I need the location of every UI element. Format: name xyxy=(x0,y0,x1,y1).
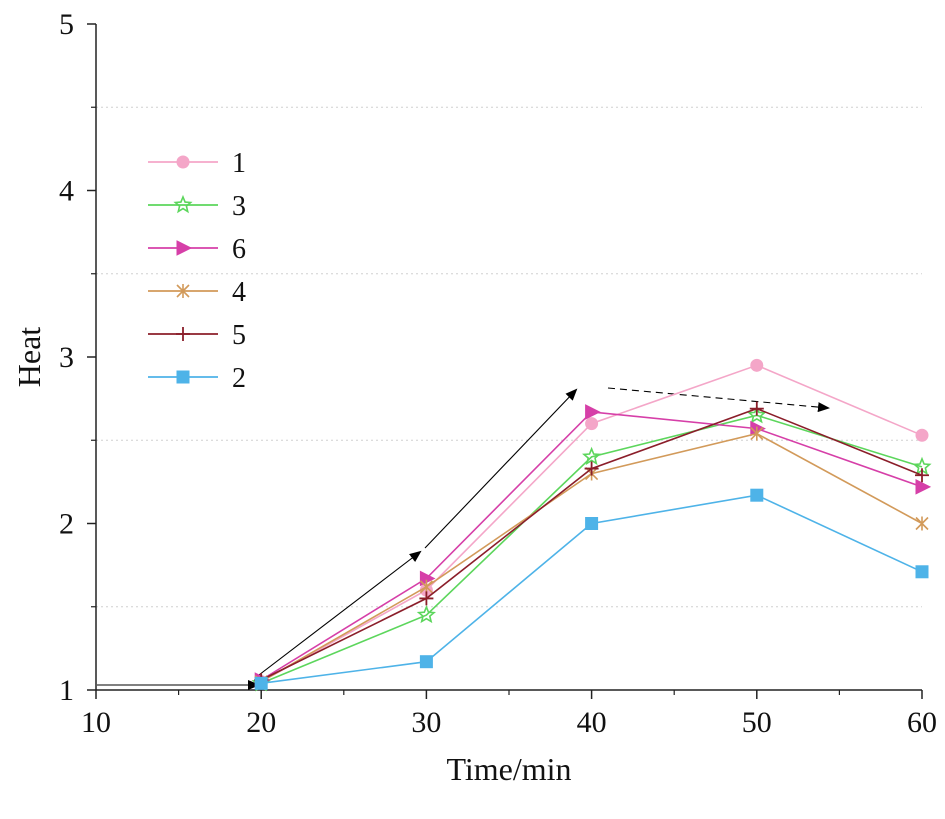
x-tick-label: 40 xyxy=(577,706,607,739)
trend-arrow xyxy=(254,550,422,679)
trend-arrow xyxy=(607,387,830,413)
data-point xyxy=(584,461,599,476)
trend-arrows xyxy=(97,387,830,690)
data-point xyxy=(915,479,932,495)
series-3 xyxy=(251,405,932,692)
legend-marker xyxy=(176,240,193,256)
legend-entry: 2 xyxy=(148,363,246,394)
data-point xyxy=(416,604,436,624)
data-point xyxy=(915,428,929,442)
x-axis-title: Time/min xyxy=(446,751,571,787)
data-point xyxy=(750,426,764,441)
data-point xyxy=(915,516,929,531)
y-tick-label: 5 xyxy=(59,8,74,41)
data-series xyxy=(251,358,932,692)
data-point xyxy=(585,404,601,420)
series-2 xyxy=(254,488,929,690)
x-tick-label: 10 xyxy=(81,706,111,739)
data-point xyxy=(419,655,433,669)
legend-label: 2 xyxy=(232,363,246,394)
x-tick-label: 20 xyxy=(246,706,276,739)
data-point xyxy=(915,468,929,483)
trend-arrow xyxy=(424,388,578,549)
legend-entry: 6 xyxy=(148,234,246,265)
data-point xyxy=(419,591,434,606)
legend-entry: 5 xyxy=(148,320,246,351)
legend-label: 5 xyxy=(232,320,246,351)
data-point xyxy=(585,517,599,530)
x-tick-label: 50 xyxy=(742,706,772,739)
legend-label: 6 xyxy=(232,234,246,265)
y-axis-title: Heat xyxy=(11,327,47,388)
legend-label: 1 xyxy=(232,148,246,179)
data-point xyxy=(750,358,764,372)
legend-entry: 4 xyxy=(148,277,246,308)
legend-entry: 3 xyxy=(148,191,246,222)
data-point xyxy=(750,488,764,502)
y-tick-label: 2 xyxy=(59,508,74,541)
x-tick-label: 30 xyxy=(411,706,441,739)
y-tick-label: 1 xyxy=(59,674,74,707)
series-line xyxy=(260,411,923,681)
data-point xyxy=(585,417,599,431)
grid-lines xyxy=(96,106,922,608)
legend-label: 3 xyxy=(232,191,246,222)
x-tick-label: 60 xyxy=(907,706,937,739)
legend-marker xyxy=(176,327,190,341)
legend-entry: 1 xyxy=(148,148,246,179)
legend-marker xyxy=(176,370,190,384)
legend-marker xyxy=(176,284,190,298)
y-tick-label: 4 xyxy=(59,175,74,208)
legend-label: 4 xyxy=(232,277,246,308)
series-line xyxy=(260,414,923,685)
axes: 10 20 30 40 50 60 1 2 3 4 5 xyxy=(59,8,937,739)
data-point xyxy=(747,405,767,424)
data-point xyxy=(254,676,268,690)
legend-marker xyxy=(173,194,193,214)
data-point xyxy=(915,565,929,579)
legend: 1 3 6 4 5 2 xyxy=(148,148,246,394)
legend-marker xyxy=(176,155,190,169)
data-point xyxy=(419,570,436,587)
data-point xyxy=(582,446,602,466)
y-tick-label: 3 xyxy=(59,341,74,374)
data-point xyxy=(749,401,764,416)
